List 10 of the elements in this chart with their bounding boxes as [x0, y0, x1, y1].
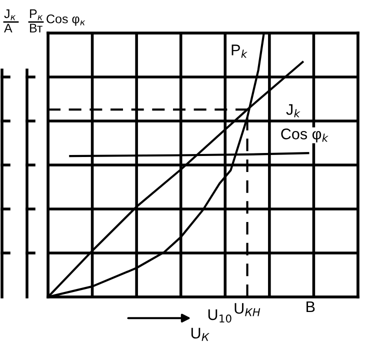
y-axis-title: J$_{к}$ A — [4, 9, 16, 32]
x-axis-title: U$_{К}$ — [191, 328, 210, 341]
series-label: J$_{k}$ — [286, 104, 300, 118]
series-label: Cos φ$_{k}$ — [281, 128, 328, 142]
series-label: P$_{k}$ — [232, 44, 248, 58]
y2-axis-title: P$_{к}$ Вт — [30, 9, 43, 32]
text: Cos φ$_{к}$ — [46, 14, 86, 26]
text: U$_{10}$ — [208, 309, 232, 323]
text: В — [306, 302, 315, 312]
text: U$_{КН}$ — [234, 303, 260, 316]
